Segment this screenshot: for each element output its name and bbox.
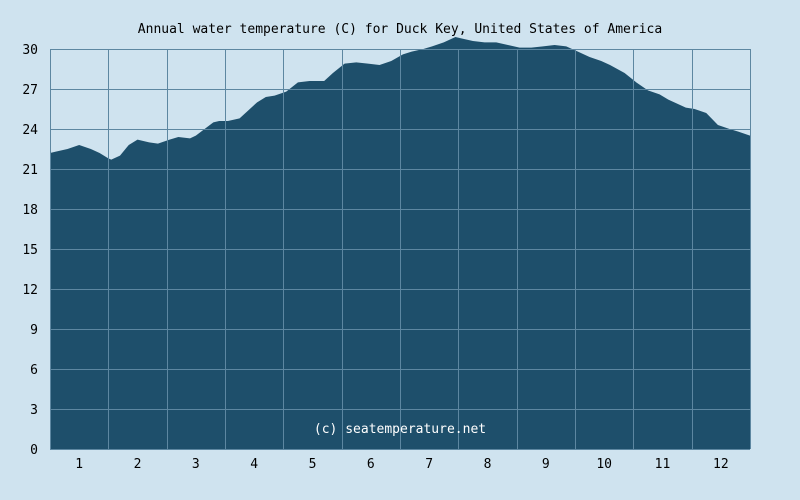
x-tick-label: 7 xyxy=(425,457,433,472)
y-tick-label: 6 xyxy=(30,363,38,378)
x-tick-label: 3 xyxy=(192,457,200,472)
y-tick-label: 3 xyxy=(30,403,38,418)
y-tick-label: 21 xyxy=(22,163,38,178)
x-tick-label: 2 xyxy=(134,457,142,472)
y-tick-label: 18 xyxy=(22,203,38,218)
credit-label: (c) seatemperature.net xyxy=(314,422,486,437)
y-tick-label: 27 xyxy=(22,83,38,98)
x-tick-label: 6 xyxy=(367,457,375,472)
x-tick-label: 11 xyxy=(655,457,671,472)
x-tick-label: 8 xyxy=(484,457,492,472)
x-tick-label: 5 xyxy=(309,457,317,472)
y-tick-label: 9 xyxy=(30,323,38,338)
x-tick-label: 4 xyxy=(250,457,258,472)
grid-layer xyxy=(50,49,751,450)
x-tick-label: 12 xyxy=(713,457,729,472)
x-tick-label: 10 xyxy=(596,457,612,472)
y-tick-label: 0 xyxy=(30,443,38,458)
x-tick-label: 9 xyxy=(542,457,550,472)
y-tick-label: 24 xyxy=(22,123,38,138)
y-tick-label: 30 xyxy=(22,43,38,58)
y-tick-label: 12 xyxy=(22,283,38,298)
y-tick-label: 15 xyxy=(22,243,38,258)
chart-title: Annual water temperature (C) for Duck Ke… xyxy=(138,22,662,37)
x-tick-label: 1 xyxy=(75,457,83,472)
